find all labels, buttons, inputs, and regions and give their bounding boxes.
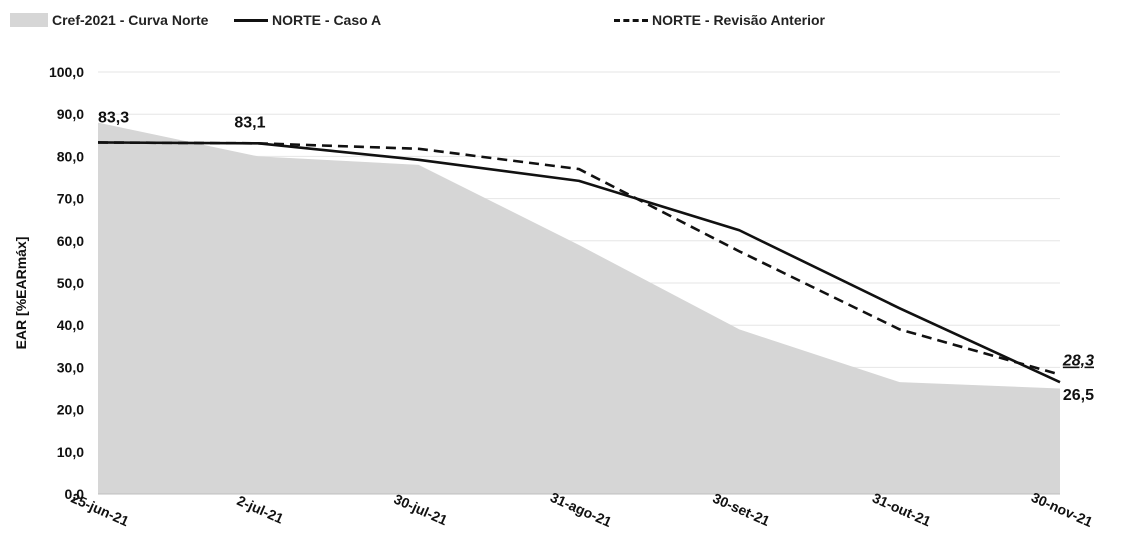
legend-dashed-line-swatch (614, 18, 648, 22)
y-tick-label: 10,0 (57, 444, 84, 460)
y-tick-label: 40,0 (57, 317, 84, 333)
legend-item-cref: Cref-2021 - Curva Norte (10, 8, 208, 32)
x-tick-label: 31-ago-21 (548, 489, 614, 530)
y-tick-label: 80,0 (57, 148, 84, 164)
y-tick-label: 30,0 (57, 359, 84, 375)
legend-item-revisao: NORTE - Revisão Anterior (614, 8, 825, 32)
legend-label-cref: Cref-2021 - Curva Norte (52, 12, 209, 28)
x-tick-label: 30-nov-21 (1029, 489, 1095, 530)
legend-label-caso-a: NORTE - Caso A (272, 12, 382, 28)
data-label: 26,5 (1063, 387, 1094, 404)
legend: Cref-2021 - Curva Norte NORTE - Caso A N… (0, 8, 1126, 32)
x-tick-label: 31-out-21 (870, 489, 934, 529)
line-revisao-anterior (97, 141, 1061, 376)
y-tick-label: 20,0 (57, 402, 84, 418)
x-tick-label: 25-jun-21 (69, 490, 132, 530)
y-tick-label: 90,0 (57, 106, 84, 122)
x-tick-label: 30-jul-21 (391, 491, 450, 529)
data-label: 83,3 (98, 109, 129, 126)
y-tick-label: 0,0 (65, 486, 85, 502)
y-axis-title: EAR [%EARmáx] (13, 237, 29, 350)
y-tick-label: 60,0 (57, 233, 84, 249)
legend-item-caso-a: NORTE - Caso A (234, 8, 381, 32)
y-tick-label: 50,0 (57, 275, 84, 291)
x-tick-label: 30-set-21 (710, 490, 772, 529)
x-tick-label: 2-jul-21 (235, 492, 286, 527)
area-cref-2021 (98, 122, 1060, 494)
legend-label-revisao: NORTE - Revisão Anterior (652, 12, 825, 28)
legend-area-swatch (10, 13, 48, 27)
y-tick-label: 70,0 (57, 191, 84, 207)
y-tick-label: 100,0 (49, 64, 84, 80)
legend-solid-line-swatch (234, 18, 268, 22)
data-label: 83,1 (234, 114, 265, 131)
data-label: 28,3 (1062, 353, 1094, 370)
